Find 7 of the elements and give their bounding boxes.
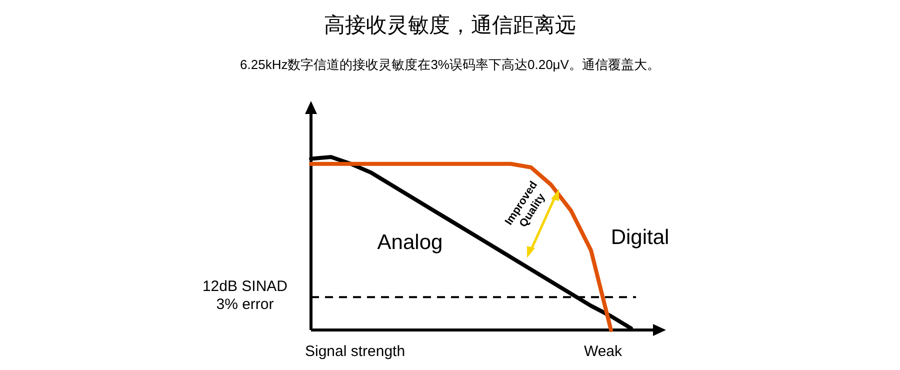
xlabel: Signal strength xyxy=(305,343,406,360)
ref-label: 12dB SINAD 3% error xyxy=(202,278,288,314)
subtitle: 6.25kHz数字信道的接收灵敏度在3%误码率下高达0.20μV。通信覆盖大。 xyxy=(240,57,660,72)
series-name: Analog xyxy=(377,231,443,254)
annotation: Weak xyxy=(584,343,622,360)
series-name: Digital xyxy=(610,226,670,249)
title: 高接收灵敏度，通信距离远 xyxy=(324,14,576,37)
